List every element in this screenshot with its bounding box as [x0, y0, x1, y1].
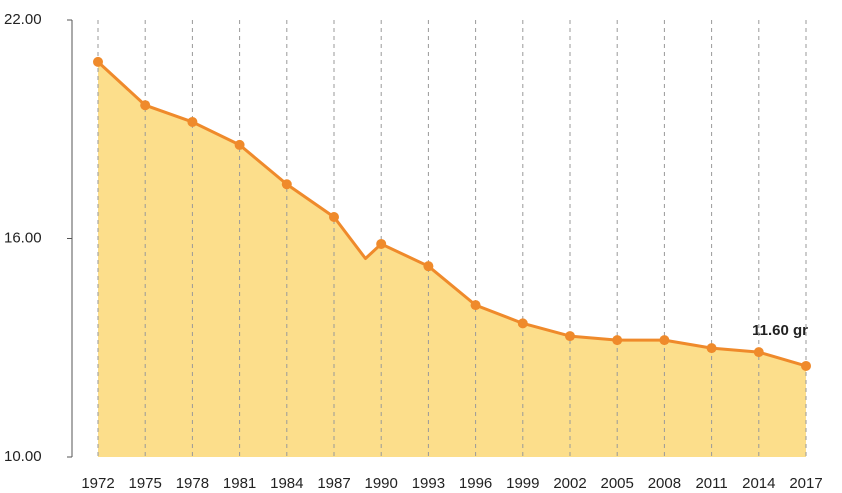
x-tick-label: 2011 — [695, 475, 727, 492]
point — [93, 57, 103, 67]
point — [140, 100, 150, 110]
x-tick-label: 1996 — [459, 475, 492, 492]
point — [329, 212, 339, 222]
point — [754, 347, 764, 357]
point — [423, 261, 433, 271]
x-tick-label: 1993 — [412, 475, 445, 492]
x-tick-label: 2014 — [742, 475, 775, 492]
point — [187, 117, 197, 127]
y-tick-label: 10.00 — [4, 448, 42, 465]
x-tick-label: 1978 — [176, 475, 209, 492]
point — [707, 343, 717, 353]
x-tick-label: 1975 — [129, 475, 162, 492]
point — [612, 335, 622, 345]
area — [98, 62, 806, 457]
x-tick-label: 1981 — [223, 475, 256, 492]
point — [565, 331, 575, 341]
point — [659, 335, 669, 345]
point — [235, 140, 245, 150]
y-tick-label: 22.00 — [4, 11, 42, 28]
point — [471, 300, 481, 310]
x-tick-label: 2017 — [789, 475, 822, 492]
x-tick-label: 1999 — [506, 475, 539, 492]
x-tick-label: 1972 — [81, 475, 114, 492]
chart: 11.60 gr 10.00 16.00 22.00 1972 1975 1978 1981… — [0, 0, 842, 493]
x-tick-label: 2002 — [553, 475, 586, 492]
plot-layer — [93, 20, 811, 457]
point — [282, 179, 292, 189]
point — [518, 318, 528, 328]
x-tick-label: 1987 — [317, 475, 350, 492]
annotation: 11.60 gr — [752, 322, 808, 339]
x-tick-label: 2005 — [601, 475, 634, 492]
x-tick-label: 2008 — [648, 475, 681, 492]
x-tick-label: 1990 — [365, 475, 398, 492]
point — [376, 239, 386, 249]
x-tick-label: 1984 — [270, 475, 303, 492]
point — [801, 361, 811, 371]
y-tick-label: 16.00 — [4, 229, 42, 246]
